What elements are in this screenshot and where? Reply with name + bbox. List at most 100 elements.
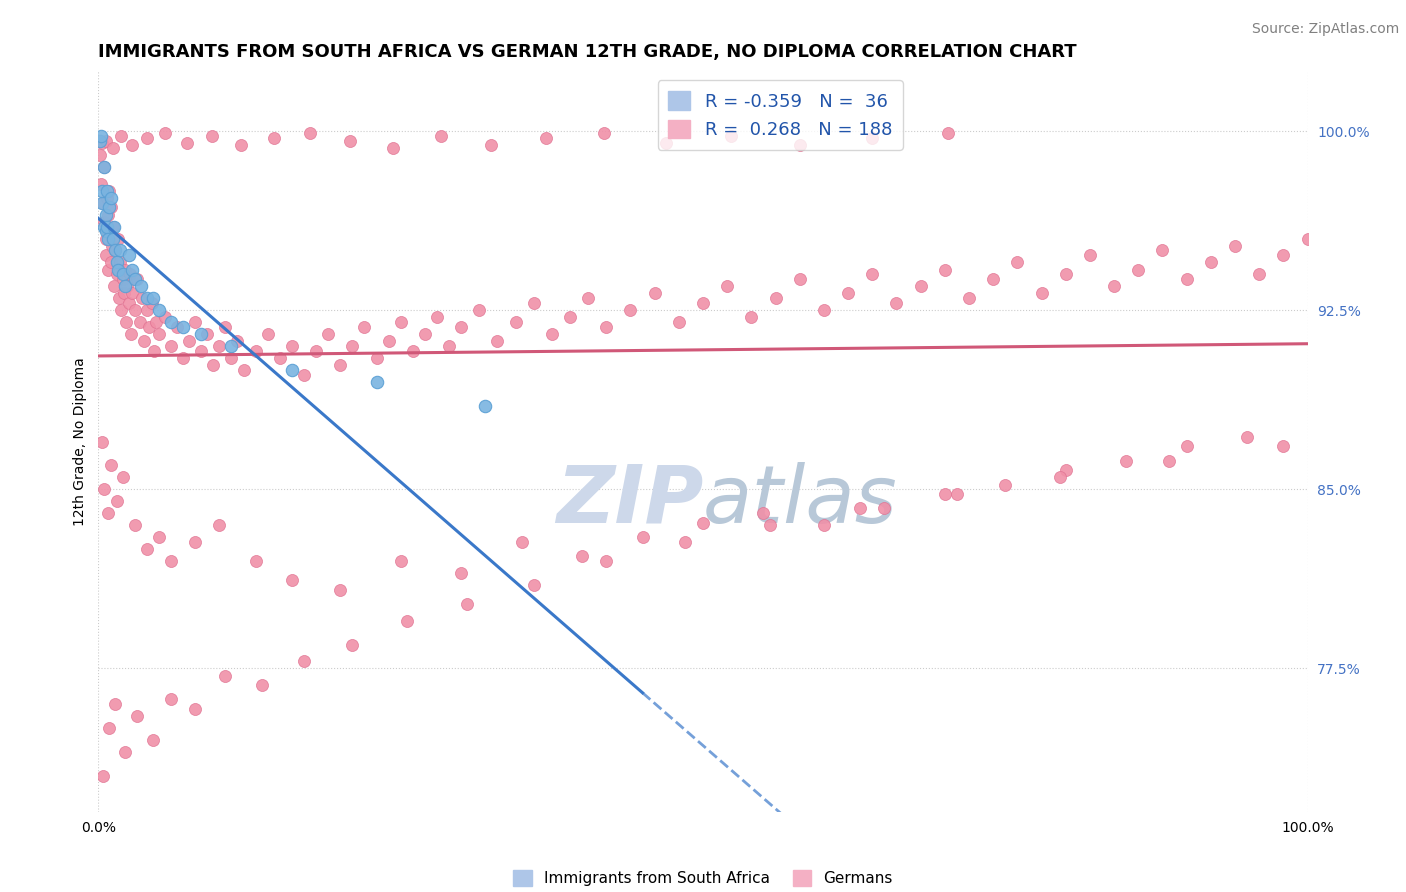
Point (558, 310, 581, 325)
Point (342, 638, 364, 652)
Point (107, 262, 129, 277)
Point (190, 327, 212, 342)
Text: IMMIGRANTS FROM SOUTH AFRICA VS GERMAN 12TH GRADE, NO DIPLOMA CORRELATION CHART: IMMIGRANTS FROM SOUTH AFRICA VS GERMAN 1… (98, 44, 1077, 62)
Point (111, 470, 134, 484)
Point (468, 303, 491, 318)
Point (281, 573, 304, 587)
Point (91, 769, 114, 783)
Point (118, 268, 141, 282)
Point (860, 131, 883, 145)
Point (789, 272, 811, 286)
Point (426, 310, 449, 325)
Point (105, 494, 128, 508)
Point (160, 692, 183, 706)
Point (474, 399, 496, 413)
Point (145, 315, 167, 329)
Point (571, 549, 593, 564)
Point (631, 530, 654, 544)
Point (93, 160, 115, 174)
Point (208, 518, 231, 533)
Point (101, 219, 124, 234)
Point (100, 255, 122, 269)
Point (134, 334, 156, 349)
Point (813, 518, 835, 533)
Point (226, 334, 249, 349)
Point (765, 291, 787, 305)
Point (644, 286, 666, 301)
Point (305, 343, 328, 358)
Point (184, 702, 207, 716)
Point (105, 255, 128, 269)
Point (135, 303, 157, 318)
Point (94, 224, 117, 238)
Point (245, 343, 267, 358)
Point (124, 303, 146, 318)
Point (505, 315, 527, 329)
Point (135, 541, 157, 556)
Point (176, 136, 198, 150)
Point (232, 363, 254, 377)
Point (97, 208, 120, 222)
Point (619, 303, 641, 318)
Point (1199, 255, 1222, 269)
Point (121, 138, 143, 153)
Point (263, 131, 285, 145)
Point (716, 279, 738, 293)
Point (837, 286, 859, 301)
Point (93, 215, 115, 229)
Point (97, 506, 120, 520)
Point (110, 303, 132, 318)
Point (429, 128, 451, 143)
Point (450, 319, 472, 334)
Point (910, 279, 932, 293)
Point (201, 128, 224, 143)
Point (339, 134, 361, 148)
Point (96, 184, 118, 198)
Point (934, 487, 956, 501)
Point (160, 339, 183, 353)
Point (389, 315, 412, 329)
Point (195, 327, 218, 342)
Point (849, 501, 872, 516)
Point (292, 368, 315, 382)
Point (184, 315, 207, 329)
Point (1236, 430, 1258, 444)
Point (481, 138, 503, 153)
Point (89, 148, 111, 162)
Point (1115, 453, 1137, 467)
Point (1054, 463, 1077, 477)
Point (269, 351, 291, 365)
Point (329, 582, 352, 597)
Point (96, 219, 118, 234)
Point (860, 268, 883, 282)
Point (148, 327, 170, 342)
Point (692, 296, 714, 310)
Point (250, 678, 273, 692)
Point (94, 248, 117, 262)
Text: Source: ZipAtlas.com: Source: ZipAtlas.com (1251, 22, 1399, 37)
Point (510, 534, 533, 549)
Point (100, 201, 122, 215)
Point (91, 195, 114, 210)
Point (576, 291, 599, 305)
Point (100, 191, 122, 205)
Point (114, 279, 136, 293)
Point (141, 296, 163, 310)
Point (93, 160, 115, 174)
Point (179, 334, 201, 349)
Point (184, 534, 207, 549)
Point (90, 177, 112, 191)
Point (127, 272, 149, 286)
Y-axis label: 12th Grade, No Diploma: 12th Grade, No Diploma (73, 357, 87, 526)
Point (292, 654, 315, 668)
Point (96, 191, 118, 205)
Point (142, 733, 165, 747)
Point (143, 343, 166, 358)
Point (97, 262, 120, 277)
Point (229, 138, 252, 153)
Text: atlas: atlas (703, 462, 898, 540)
Point (486, 334, 509, 349)
Point (202, 358, 225, 372)
Point (101, 231, 124, 245)
Point (245, 554, 267, 568)
